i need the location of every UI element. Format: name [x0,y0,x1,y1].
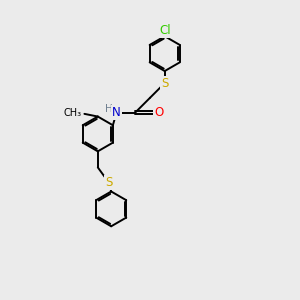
Text: H: H [105,103,113,113]
Text: Cl: Cl [159,24,170,37]
Text: O: O [154,106,163,119]
Text: S: S [161,76,168,90]
Text: N: N [112,106,121,119]
Text: S: S [105,176,112,189]
Text: CH₃: CH₃ [64,107,82,118]
